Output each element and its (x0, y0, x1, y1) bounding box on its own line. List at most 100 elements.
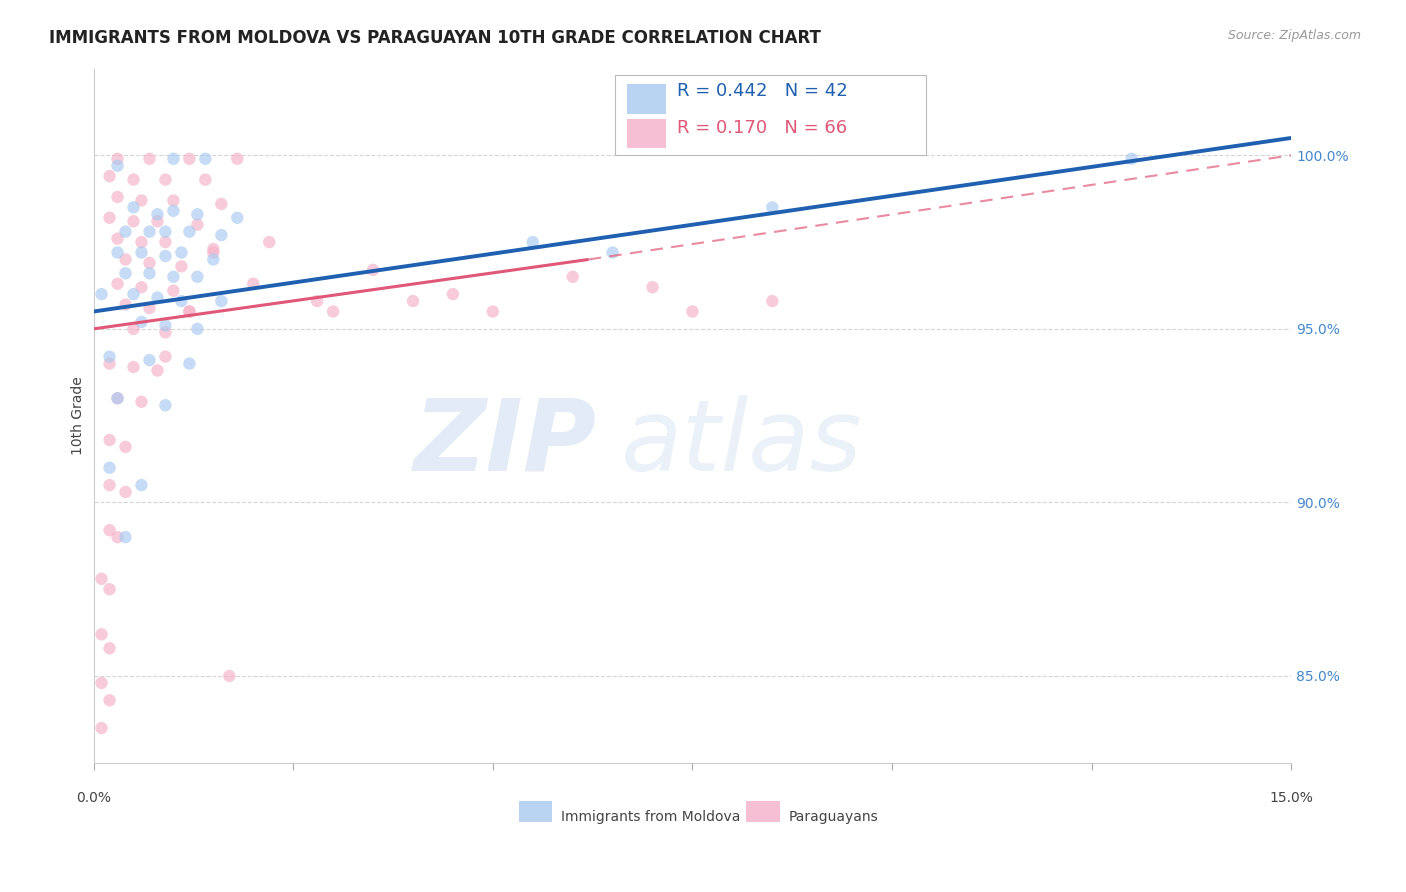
Point (186, 218, 208, 232)
Point (162, 203, 184, 218)
Point (482, 304, 505, 318)
Point (114, 485, 136, 500)
Point (146, 363, 169, 377)
Text: ZIP: ZIP (413, 395, 596, 491)
Point (146, 214, 169, 228)
Bar (627, 120, 666, 148)
Point (194, 152, 217, 166)
Point (98, 523, 121, 537)
Point (114, 225, 136, 239)
Point (122, 287, 145, 301)
Point (641, 280, 664, 294)
Point (98, 169, 121, 183)
Point (155, 326, 177, 340)
Point (242, 277, 264, 291)
Point (218, 669, 240, 683)
Point (209, 228, 232, 243)
Point (138, 256, 160, 270)
Point (761, 294, 783, 309)
Point (131, 478, 153, 492)
Point (179, 357, 201, 371)
Point (202, 242, 225, 256)
Point (90, 572, 112, 586)
Point (114, 266, 136, 280)
Point (209, 294, 232, 309)
Point (138, 266, 160, 280)
Point (90, 721, 112, 735)
Point (155, 350, 177, 364)
Point (98, 211, 121, 225)
Point (602, 245, 624, 260)
Point (98, 460, 121, 475)
Point (122, 172, 145, 186)
Point (114, 252, 136, 267)
Point (170, 260, 193, 274)
Point (122, 200, 145, 214)
Point (257, 235, 280, 249)
Text: R = 0.442   N = 42: R = 0.442 N = 42 (676, 82, 848, 101)
Point (131, 280, 153, 294)
Text: IMMIGRANTS FROM MOLDOVA VS PARAGUAYAN 10TH GRADE CORRELATION CHART: IMMIGRANTS FROM MOLDOVA VS PARAGUAYAN 10… (49, 29, 821, 46)
Point (179, 152, 201, 166)
Point (107, 152, 129, 166)
Point (162, 194, 184, 208)
Point (186, 322, 208, 336)
Point (98, 641, 121, 656)
Point (179, 225, 201, 239)
Point (146, 207, 169, 221)
Point (138, 225, 160, 239)
Point (162, 152, 184, 166)
Point (226, 152, 249, 166)
Point (155, 235, 177, 249)
Point (90, 676, 112, 690)
Point (98, 478, 121, 492)
Text: R = 0.170   N = 66: R = 0.170 N = 66 (676, 120, 846, 137)
Point (402, 294, 425, 309)
Text: Paraguayans: Paraguayans (789, 810, 877, 824)
Point (162, 284, 184, 298)
Point (522, 235, 544, 249)
Point (162, 269, 184, 284)
Point (138, 152, 160, 166)
Point (98, 350, 121, 364)
Point (107, 392, 129, 406)
Point (107, 245, 129, 260)
Point (114, 297, 136, 311)
Point (155, 172, 177, 186)
Point (131, 245, 153, 260)
Point (209, 197, 232, 211)
Point (681, 304, 703, 318)
Point (307, 294, 329, 309)
Point (122, 359, 145, 374)
Text: Immigrants from Moldova: Immigrants from Moldova (561, 810, 740, 824)
Point (114, 440, 136, 454)
Point (202, 252, 225, 267)
Bar (627, 85, 666, 113)
Point (194, 172, 217, 186)
Point (186, 269, 208, 284)
Point (441, 287, 464, 301)
Point (155, 398, 177, 412)
Point (131, 235, 153, 249)
Point (155, 249, 177, 263)
FancyBboxPatch shape (614, 76, 927, 155)
Y-axis label: 10th Grade: 10th Grade (72, 376, 86, 455)
Point (131, 394, 153, 409)
Point (107, 159, 129, 173)
Point (122, 322, 145, 336)
Point (107, 277, 129, 291)
Text: 15.0%: 15.0% (1270, 790, 1313, 805)
Text: atlas: atlas (620, 395, 862, 491)
Point (361, 263, 384, 277)
Point (98, 433, 121, 447)
Point (131, 315, 153, 329)
Point (179, 304, 201, 318)
Point (202, 245, 225, 260)
Point (186, 207, 208, 221)
Text: 0.0%: 0.0% (76, 790, 111, 805)
Point (98, 357, 121, 371)
Point (107, 232, 129, 246)
Point (761, 200, 783, 214)
Point (179, 304, 201, 318)
Point (155, 225, 177, 239)
